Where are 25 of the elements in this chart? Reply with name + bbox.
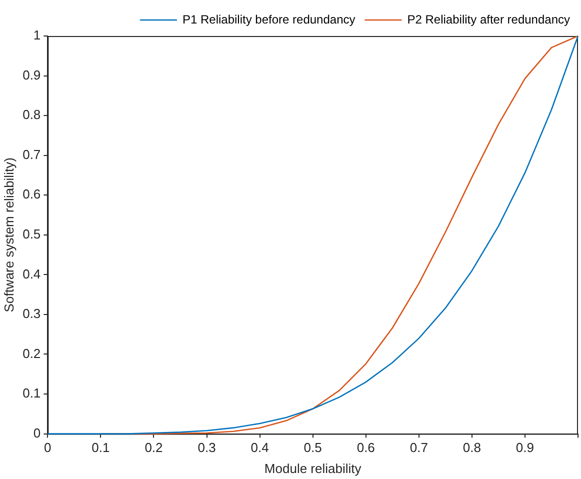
x-tick-label: 0.8 <box>462 440 481 456</box>
y-tick-label: 0.5 <box>22 226 41 242</box>
y-tick-label: 0.4 <box>22 266 41 282</box>
y-tick-label: 0 <box>33 425 41 440</box>
legend-label: P1 Reliability before redundancy <box>182 12 356 26</box>
x-tick-label: 0 <box>44 440 52 456</box>
x-tick-label: 0.1 <box>92 440 110 456</box>
x-tick-label: 0.6 <box>356 440 375 456</box>
x-tick-label: 0.3 <box>198 440 216 456</box>
x-tick-label: 0.7 <box>410 440 428 456</box>
y-tick-label: 0.3 <box>22 306 41 322</box>
y-tick-label: 0.6 <box>22 186 41 202</box>
y-tick-label: 0.7 <box>22 146 41 162</box>
x-tick-label: 0.4 <box>250 440 269 456</box>
x-axis-title: Module reliability <box>264 460 362 476</box>
x-tick-label: 0.9 <box>516 440 534 456</box>
y-tick-label: 0.1 <box>22 386 41 401</box>
y-tick-label: 0.9 <box>22 67 41 82</box>
y-axis-title: Software system reliability) <box>1 158 16 312</box>
y-tick-label: 1 <box>33 28 41 43</box>
y-tick-label: 0.2 <box>22 346 41 361</box>
y-tick-label: 0.8 <box>22 107 41 122</box>
x-tick-label: 0.5 <box>304 440 322 456</box>
legend-label: P2 Reliability after redundancy <box>407 12 570 26</box>
x-tick-label: 0.2 <box>144 440 163 456</box>
